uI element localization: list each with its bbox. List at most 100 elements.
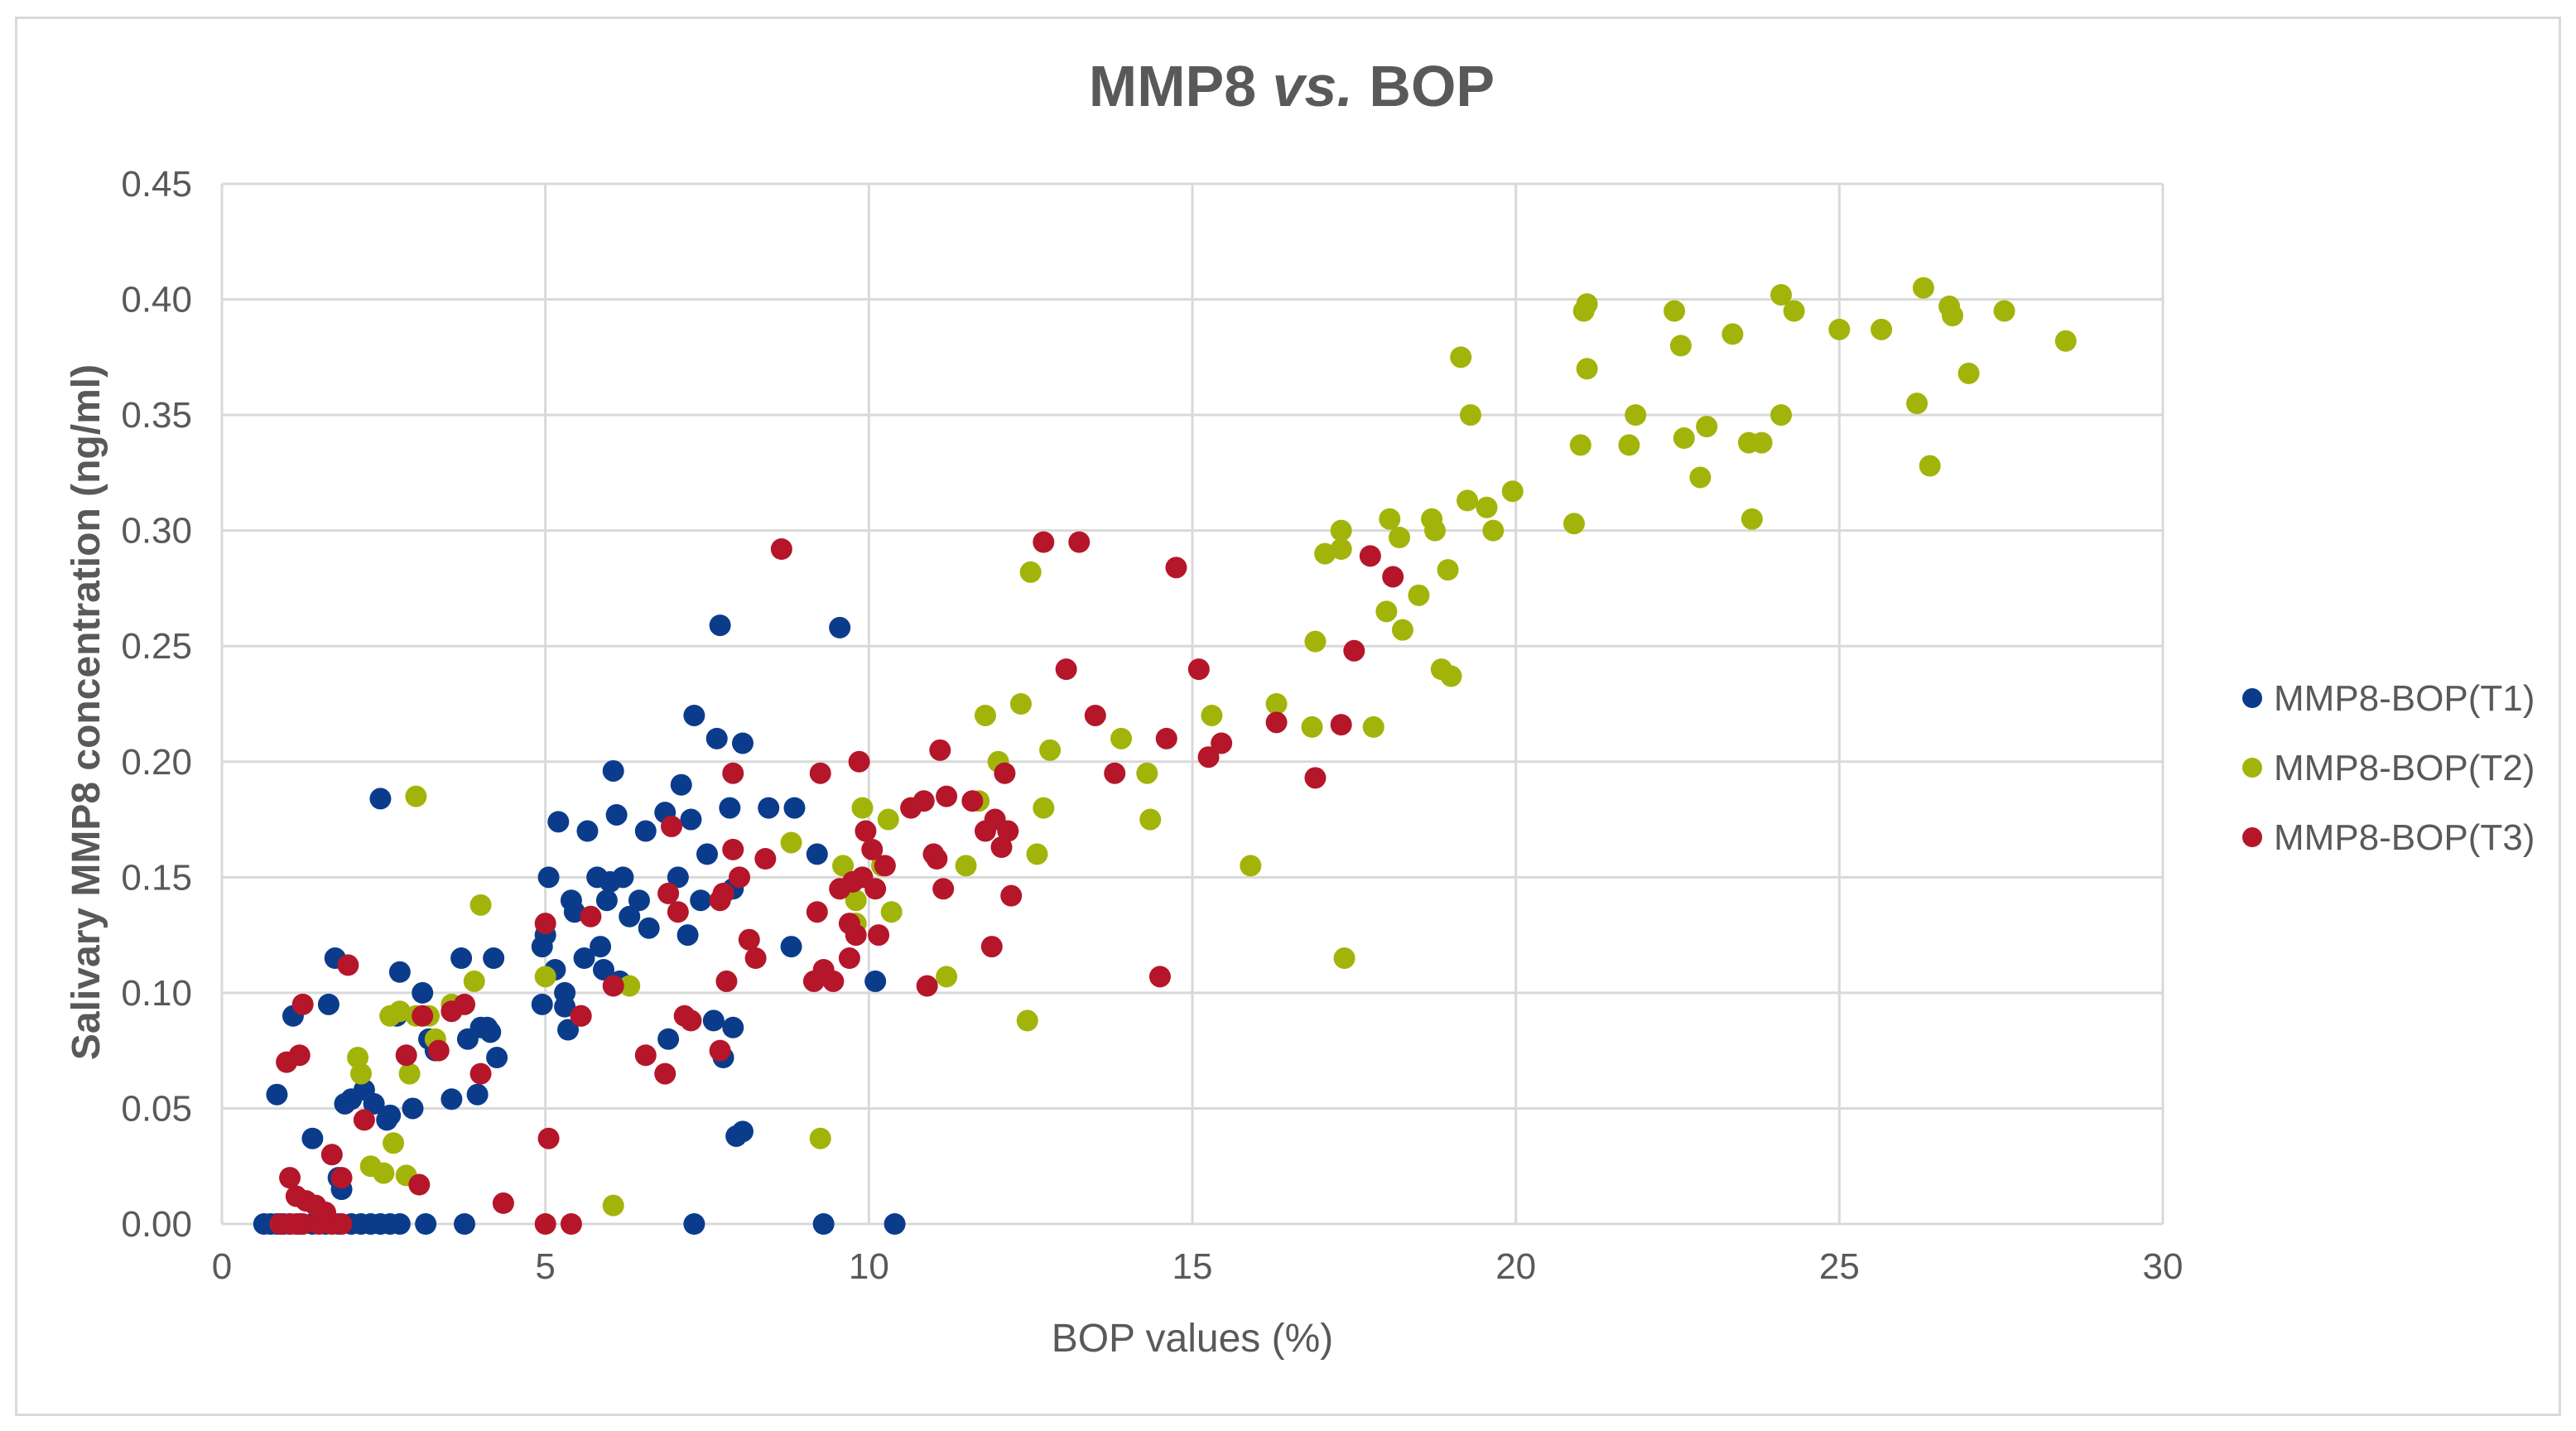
series-1-point [563, 901, 585, 923]
x-tick-label: 10 [849, 1246, 889, 1287]
series-2-point [1333, 947, 1355, 970]
series-1-point [450, 947, 473, 970]
series-1-point [573, 947, 595, 970]
series-1-point [683, 1213, 705, 1235]
series-3-point [1197, 746, 1220, 768]
series-3-point [864, 878, 887, 900]
series-2-point [347, 1047, 369, 1069]
series-2-point [1362, 716, 1384, 738]
series-3-point [353, 1109, 375, 1131]
legend-marker-2 [2242, 758, 2262, 778]
series-3-point [395, 1044, 417, 1067]
series-1-point [719, 797, 741, 819]
series-1-point [780, 936, 802, 958]
series-1-point [667, 866, 689, 889]
series-1-point [441, 1088, 463, 1111]
series-1-point [363, 1092, 385, 1115]
x-tick-label: 0 [212, 1246, 232, 1287]
series-3-point [738, 928, 760, 951]
series-2-point [1457, 489, 1479, 512]
x-tick-label: 30 [2143, 1246, 2184, 1287]
series-3-point [722, 838, 744, 860]
series-2-point [936, 966, 958, 988]
series-3-point [1265, 711, 1288, 734]
series-2-point [1379, 508, 1401, 530]
series-3-point [602, 975, 624, 997]
series-3-point [754, 848, 777, 870]
series-2-point [1304, 630, 1327, 653]
series-3-point [657, 882, 680, 904]
series-1-point [812, 1213, 835, 1235]
series-3-point [932, 878, 955, 900]
series-2-point [1957, 362, 1980, 384]
series-3-point [715, 970, 738, 992]
series-3-point [1343, 639, 1365, 662]
series-3-point [709, 1039, 731, 1062]
series-2-point [1783, 300, 1805, 322]
series-3-point [874, 855, 896, 877]
series-1-point [557, 1019, 580, 1041]
series-3-point [926, 848, 948, 870]
y-tick-label: 0.30 [121, 511, 192, 552]
series-2-point [851, 797, 874, 819]
series-3-point [806, 901, 828, 923]
series-3-point [412, 1005, 434, 1027]
series-1-point [531, 993, 553, 1015]
data-points [253, 277, 2077, 1235]
series-1-point [619, 905, 641, 928]
series-3-point [845, 924, 867, 947]
series-1-point [683, 704, 705, 726]
series-2-point [1721, 323, 1744, 345]
series-1-point [612, 866, 634, 889]
series-2-point [1009, 693, 1032, 715]
series-2-point [1039, 739, 1062, 761]
series-1-point [634, 820, 657, 842]
series-2-point [1501, 480, 1524, 503]
series-2-point [1912, 277, 1934, 299]
series-3-point [279, 1167, 301, 1189]
series-2-point [1770, 283, 1793, 306]
series-1-point [301, 1127, 324, 1149]
series-2-point [1696, 416, 1718, 438]
series-2-point [845, 889, 867, 912]
series-2-point [1265, 693, 1288, 715]
series-3-point [1359, 545, 1381, 567]
y-tick-label: 0.40 [121, 280, 192, 320]
series-3-point [770, 537, 792, 560]
series-2-point [1569, 434, 1591, 456]
series-2-point [383, 1132, 405, 1154]
gridlines [220, 182, 2164, 1226]
series-2-point [1993, 300, 2015, 322]
series-2-point [1459, 404, 1481, 426]
series-3-point [330, 1167, 353, 1189]
series-3-point [315, 1202, 337, 1224]
series-3-point [408, 1173, 431, 1196]
series-3-point [291, 993, 314, 1015]
series-3-point [980, 936, 1003, 958]
series-1-point [483, 947, 505, 970]
series-2-point [349, 1062, 372, 1085]
y-tick-label: 0.35 [121, 395, 192, 436]
series-3-point [916, 975, 938, 997]
series-2-point [1136, 762, 1158, 784]
series-2-point [1770, 404, 1793, 426]
series-3-point [1330, 714, 1352, 736]
series-1-point [680, 808, 702, 831]
x-tick-label: 5 [535, 1246, 555, 1287]
series-3-point [1155, 727, 1177, 749]
series-3-point [712, 882, 734, 904]
series-2-point [1330, 537, 1352, 560]
series-1-point [317, 993, 339, 1015]
series-3-point [997, 820, 1019, 842]
legend-label-3: MMP8-BOP(T3) [2274, 817, 2535, 858]
series-1-point [758, 797, 780, 819]
series-1-point [628, 889, 650, 912]
series-2-point [1110, 727, 1133, 749]
series-2-point [405, 785, 427, 807]
legend-marker-1 [2242, 688, 2262, 708]
series-2-point [1389, 527, 1411, 549]
series-1-point [379, 1104, 402, 1126]
legend-label-1: MMP8-BOP(T1) [2274, 678, 2535, 719]
series-1-point [592, 958, 614, 980]
legend-marker-3 [2242, 827, 2262, 847]
